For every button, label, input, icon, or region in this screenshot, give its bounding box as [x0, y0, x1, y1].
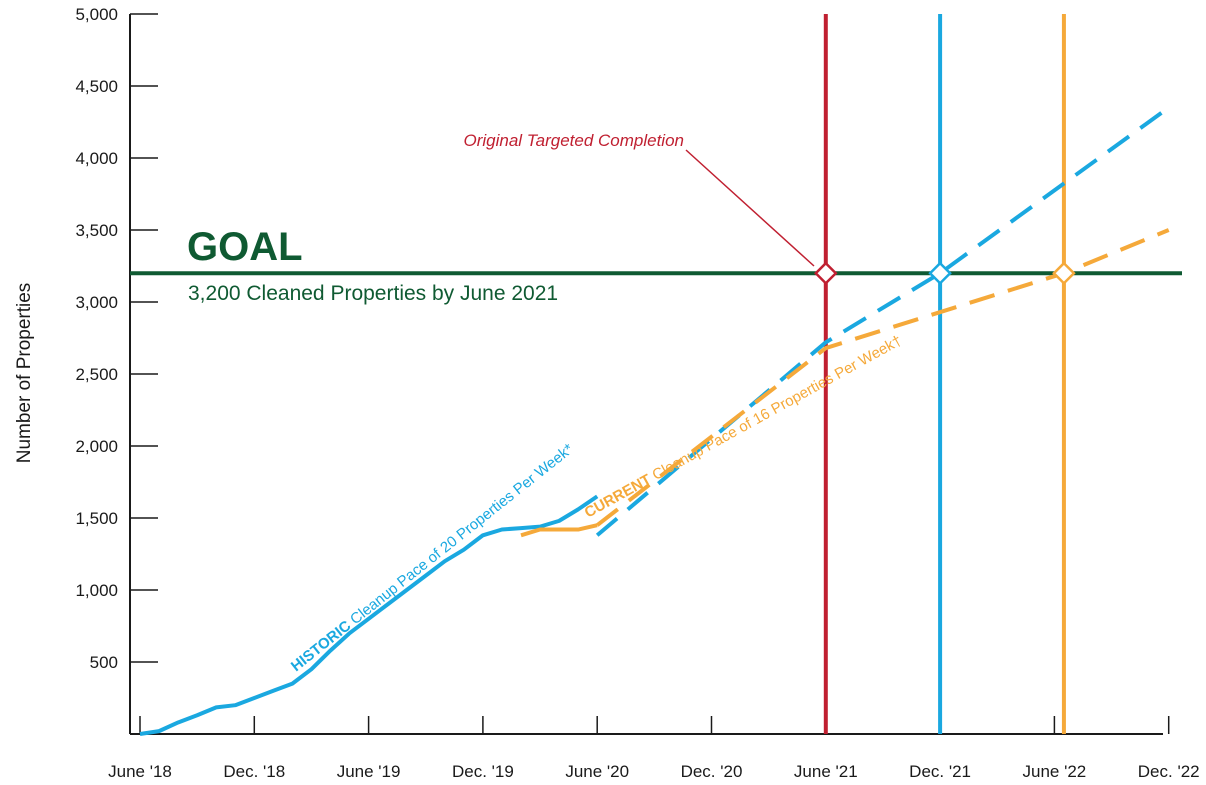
- y-tick-label: 2,500: [75, 365, 118, 384]
- vertical-markers: [823, 14, 1066, 734]
- intersection-diamond-historic-completion: [928, 261, 952, 285]
- y-axis-title: Number of Properties: [14, 283, 35, 464]
- x-tick-label: Dec. '19: [452, 762, 514, 781]
- x-tick-label: Dec. '21: [909, 762, 971, 781]
- series-line-2: [520, 523, 598, 538]
- series-line-0: [139, 494, 599, 736]
- x-tick-label: June '21: [794, 762, 858, 781]
- x-tick-label: June '18: [108, 762, 172, 781]
- y-tick-label: 2,000: [75, 437, 118, 456]
- x-tick-label: Dec. '18: [223, 762, 285, 781]
- y-ticks: 500 1,000 1,500 2,000 2,500 3,000 3,500 4,000 4,…: [75, 5, 158, 672]
- series-line-3: [595, 228, 1170, 527]
- goal-subtitle: 3,200 Cleaned Properties by June 2021: [188, 282, 558, 305]
- intersection-diamond-original-target: [814, 261, 838, 285]
- y-tick-label: 5,000: [75, 5, 118, 24]
- y-tick-label: 4,500: [75, 77, 118, 96]
- y-tick-label: 3,500: [75, 221, 118, 240]
- series-group: [139, 105, 1170, 736]
- intersection-diamonds: [814, 261, 1076, 285]
- current-pace-label-rest: Cleanup Pace of 16 Properties Per Week†: [646, 332, 905, 486]
- series-line-1: [595, 105, 1170, 537]
- x-tick-label: June '20: [565, 762, 629, 781]
- historic-pace-label-bold: HISTORIC: [288, 617, 355, 675]
- current-pace-label: CURRENT Cleanup Pace of 16 Properties Pe…: [582, 332, 905, 521]
- goal-title: GOAL: [187, 225, 303, 269]
- annotation-text: Original Targeted Completion: [464, 131, 685, 150]
- y-tick-label: 3,000: [75, 293, 118, 312]
- x-ticks: June '18 Dec. '18 June '19 Dec. '19 June '20…: [108, 716, 1200, 781]
- x-tick-label: Dec. '22: [1138, 762, 1200, 781]
- historic-pace-label-rest: Cleanup Pace of 20 Properties Per Week*: [344, 440, 577, 630]
- x-tick-label: Dec. '20: [681, 762, 743, 781]
- y-tick-label: 1,500: [75, 509, 118, 528]
- y-tick-label: 500: [90, 653, 118, 672]
- y-tick-label: 1,000: [75, 581, 118, 600]
- intersection-diamond-current-completion: [1052, 261, 1076, 285]
- historic-pace-label: HISTORIC Cleanup Pace of 20 Properties P…: [288, 440, 577, 675]
- annotation-leader-line: [685, 149, 815, 267]
- x-tick-label: June '22: [1023, 762, 1087, 781]
- y-tick-label: 4,000: [75, 149, 118, 168]
- x-tick-label: June '19: [337, 762, 401, 781]
